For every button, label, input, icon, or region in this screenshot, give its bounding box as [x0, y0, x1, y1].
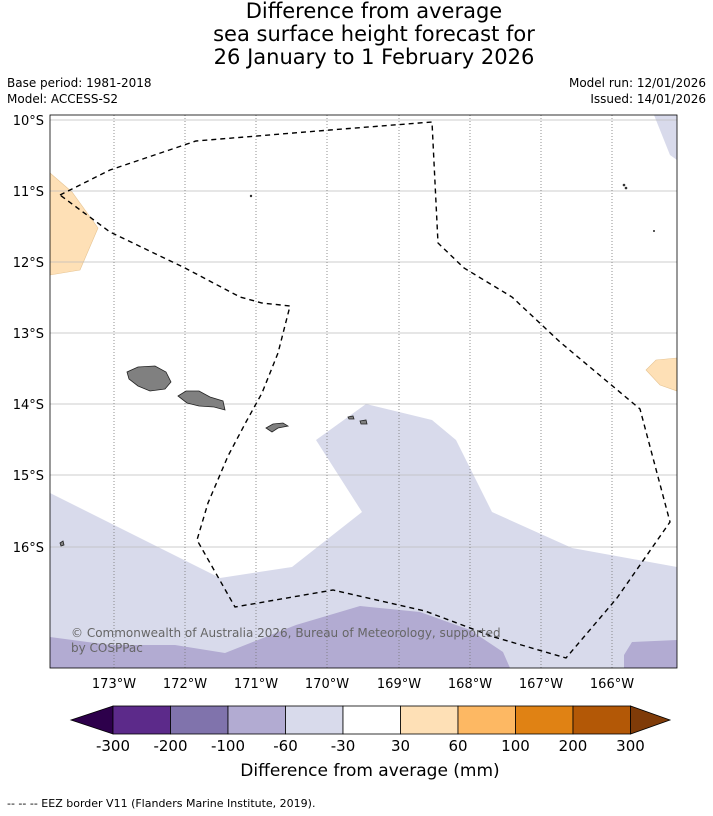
- issued-date: Issued: 14/01/2026: [590, 92, 706, 106]
- anomaly-region-lavender-east: [624, 640, 677, 668]
- colorbar-tick: 300: [616, 737, 645, 755]
- lon-label: 169°W: [377, 677, 421, 692]
- colorbar-tick: -300: [96, 737, 130, 755]
- model-name: Model: ACCESS-S2: [7, 92, 119, 106]
- colorbar-swatch: [400, 705, 459, 735]
- title-line-3: 26 January to 1 February 2026: [213, 45, 535, 69]
- lon-label: 166°W: [590, 677, 634, 692]
- base-period: Base period: 1981-2018: [7, 76, 152, 90]
- colorbar-swatch: [170, 705, 229, 735]
- title-line-1: Difference from average: [245, 0, 503, 23]
- island-small-ne-3: [653, 229, 656, 232]
- map-frame: [49, 114, 678, 669]
- colorbar-swatch: [515, 705, 574, 735]
- colorbar-swatch: [572, 705, 631, 735]
- anomaly-region-lavender: [50, 606, 510, 668]
- lat-label: 15°S: [13, 469, 44, 484]
- colorbar-tick: -100: [211, 737, 245, 755]
- colorbar-swatch: [112, 705, 171, 735]
- lat-gridlines: [50, 119, 677, 548]
- colorbar-extend-high: [630, 705, 672, 735]
- lon-label: 167°W: [519, 677, 563, 692]
- colorbar-swatch: [285, 705, 344, 735]
- lat-label: 10°S: [13, 114, 44, 129]
- colorbar-tick: -60: [273, 737, 298, 755]
- island-small-north: [249, 194, 253, 198]
- title-line-2: sea surface height forecast for: [213, 22, 535, 46]
- lat-label: 16°S: [13, 541, 44, 556]
- lat-label: 11°S: [13, 185, 44, 200]
- island-small-ne-2: [624, 186, 628, 190]
- copyright-notice: © Commonwealth of Australia 2026, Bureau…: [71, 626, 501, 655]
- colorbar-tick: -200: [153, 737, 187, 755]
- colorbar-swatch: [342, 705, 401, 735]
- colorbar-ticks: -300 -200 -100 -60 -30 30 60 100 200 300: [96, 737, 645, 755]
- colorbar-tick: 100: [501, 737, 530, 755]
- lon-label: 173°W: [92, 677, 136, 692]
- islands: [59, 183, 656, 547]
- lon-label: 172°W: [163, 677, 207, 692]
- lat-label: 14°S: [13, 398, 44, 413]
- lon-labels: 173°W 172°W 171°W 170°W 169°W 168°W 167°…: [92, 677, 634, 692]
- anomaly-fields: [50, 115, 677, 668]
- island-small-sw: [59, 540, 65, 547]
- eez-legend-note: -- -- -- EEZ border V11 (Flanders Marine…: [7, 797, 316, 810]
- meta-left: Base period: 1981-2018 Model: ACCESS-S2: [7, 75, 152, 107]
- model-run: Model run: 12/01/2026: [568, 76, 706, 90]
- eez-border: [59, 121, 671, 659]
- colorbar-tick: 200: [559, 737, 588, 755]
- colorbar-tick: -30: [331, 737, 356, 755]
- lat-label: 13°S: [13, 327, 44, 342]
- anomaly-region-peach-west: [50, 172, 99, 276]
- anomaly-region-top-right: [654, 115, 677, 160]
- island-small-ne-1: [622, 183, 626, 187]
- island-tutuila: [265, 422, 290, 433]
- lon-label: 168°W: [448, 677, 492, 692]
- colorbar-tick: 30: [391, 737, 410, 755]
- island-upolu: [177, 390, 226, 411]
- colorbar-extend-low: [69, 705, 114, 735]
- colorbar-swatch: [457, 705, 516, 735]
- lon-label: 170°W: [305, 677, 349, 692]
- anomaly-region-peach-east: [645, 357, 677, 392]
- anomaly-region-light-lavender: [50, 404, 677, 668]
- lon-label: 171°W: [234, 677, 278, 692]
- colorbar-tick: 60: [448, 737, 467, 755]
- island-manua-1: [347, 415, 355, 420]
- chart-title: Difference from average sea surface heig…: [0, 0, 713, 69]
- lat-label: 12°S: [13, 256, 44, 271]
- meta-right: Model run: 12/01/2026 Issued: 14/01/2026: [569, 75, 706, 107]
- colorbar: [69, 705, 672, 735]
- colorbar-swatch: [227, 705, 286, 735]
- island-savaii: [126, 365, 172, 392]
- island-manua-2: [359, 419, 368, 425]
- colorbar-label: Difference from average (mm): [240, 761, 500, 781]
- lat-labels: 10°S 11°S 12°S 13°S 14°S 15°S 16°S: [13, 114, 44, 556]
